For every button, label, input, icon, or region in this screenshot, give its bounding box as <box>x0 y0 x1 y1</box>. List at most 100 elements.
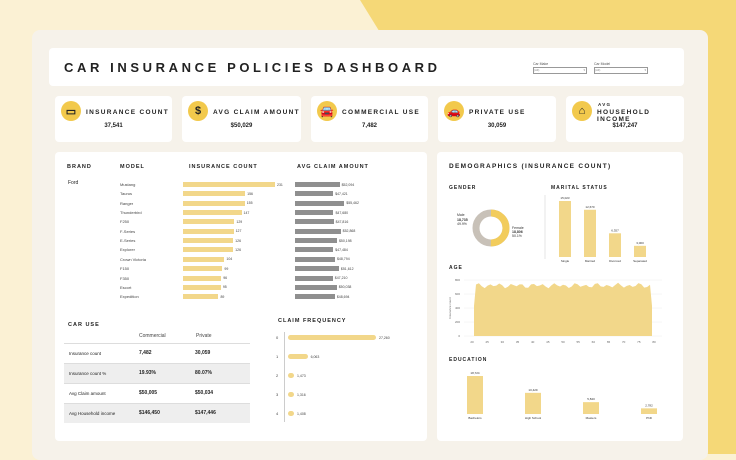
car-make-filter[interactable]: Car Make (All) ▾ <box>533 62 587 74</box>
male-label: Male <box>457 213 465 217</box>
dollar-icon: $ <box>188 101 208 121</box>
claim-axis-line <box>284 332 285 422</box>
education-category-label: Masters <box>586 416 597 420</box>
claim-frequency-value: 27,260 <box>379 335 390 340</box>
avg-claim-bar[interactable] <box>295 219 334 225</box>
model-name: Ranger <box>120 200 134 206</box>
marital-value-label: 15,023 <box>560 196 570 200</box>
kpi-label: INSURANCE COUNT <box>86 109 170 116</box>
male-pct: 49.9% <box>457 222 467 226</box>
col-commercial: Commercial <box>139 333 166 339</box>
insurance-count-bar[interactable] <box>183 266 223 272</box>
car-use-row-label: Insurance count % <box>69 371 107 376</box>
demographics-title: DEMOGRAPHICS (INSURANCE COUNT) <box>449 163 612 170</box>
marital-category-label: Divorced <box>609 259 621 263</box>
claim-frequency-bar[interactable] <box>288 392 294 397</box>
male-value: 18,735 <box>457 218 468 222</box>
avg-claim-label: $48,794 <box>336 257 350 262</box>
insurance-count-header: INSURANCE COUNT <box>189 164 258 170</box>
model-header: MODEL <box>120 164 145 170</box>
kpi-value: $147,247 <box>612 123 638 129</box>
car-use-commercial: 7,482 <box>139 350 152 356</box>
insurance-count-bar[interactable] <box>183 182 275 187</box>
kpi-label: COMMERCIAL USE <box>342 109 421 116</box>
model-name: Expedition <box>120 294 139 300</box>
age-ytick: 0 <box>458 334 460 338</box>
car-icon: 🚗 <box>444 101 464 121</box>
chevron-down-icon: ▾ <box>583 68 585 72</box>
age-xtick: 35 <box>516 340 520 344</box>
avg-claim-bar[interactable] <box>295 275 333 281</box>
insurance-count-bar[interactable] <box>183 247 234 253</box>
claim-frequency-label: 1 <box>276 354 279 359</box>
car-make-filter-label: Car Make <box>533 62 549 66</box>
avg-claim-bar[interactable] <box>295 228 341 234</box>
insurance-count-label: 99 <box>224 266 229 271</box>
chevron-down-icon: ▾ <box>644 68 646 72</box>
avg-claim-label: $50,038 <box>338 285 352 290</box>
car-use-private: 30,059 <box>195 350 211 356</box>
car-model-filter[interactable]: Car Model (All) ▾ <box>594 62 648 74</box>
avg-claim-bar[interactable] <box>295 238 337 244</box>
claim-frequency-bar[interactable] <box>288 354 308 359</box>
avg-claim-bar[interactable] <box>295 294 335 300</box>
insurance-count-label: 156 <box>247 191 253 196</box>
claim-frequency-title: CLAIM FREQUENCY <box>278 318 347 324</box>
car-use-commercial: $146,450 <box>139 410 160 416</box>
insurance-count-label: 104 <box>226 257 233 262</box>
age-ylabel: Insurance count <box>448 297 452 319</box>
education-bar <box>525 392 541 414</box>
age-xtick: 20 <box>470 340 474 344</box>
marital-bar <box>634 245 646 257</box>
kpi-icon-glyph: ⌂ <box>578 105 586 117</box>
insurance-count-bar[interactable] <box>183 294 219 300</box>
col-private: Private <box>196 333 212 339</box>
female-value: 18,806 <box>512 230 523 234</box>
age-xtick: 50 <box>561 340 565 344</box>
claim-frequency-bar[interactable] <box>288 335 376 340</box>
kpi-card: $ AVG CLAIM AMOUNT $50,029 <box>182 96 301 142</box>
avg-claim-label: $51,612 <box>340 266 354 271</box>
marital-bar <box>584 209 596 257</box>
avg-claim-bar[interactable] <box>295 284 337 290</box>
avg-claim-bar[interactable] <box>295 247 334 253</box>
insurance-count-bar[interactable] <box>183 284 221 290</box>
female-label: Female <box>512 226 524 230</box>
claim-frequency-bar[interactable] <box>288 411 294 416</box>
insurance-count-bar[interactable] <box>183 200 245 206</box>
kpi-icon-glyph: ▭ <box>65 105 77 118</box>
age-xtick: 45 <box>546 340 550 344</box>
id-card-icon: ▭ <box>61 101 81 121</box>
insurance-count-bar[interactable] <box>183 191 246 197</box>
kpi-value: $50,029 <box>230 123 253 129</box>
education-category-label: Bachelors <box>468 416 482 420</box>
car-use-row: Avg Claim amount $50,005 $50,034 <box>64 383 250 403</box>
education-category-label: PhD <box>646 416 653 420</box>
kpi-value: 7,482 <box>361 123 377 129</box>
insurance-count-bar[interactable] <box>183 219 235 225</box>
claim-frequency-bar[interactable] <box>288 373 294 378</box>
insurance-count-bar[interactable] <box>183 238 234 244</box>
kpi-label: HOUSEHOLD INCOME <box>597 109 651 123</box>
claim-frequency-label: 2 <box>276 373 279 378</box>
insurance-count-bar[interactable] <box>183 275 222 281</box>
brand-ford: Ford <box>68 180 79 186</box>
model-name: Escort <box>120 284 132 290</box>
avg-claim-bar[interactable] <box>295 191 334 197</box>
avg-claim-bar[interactable] <box>295 256 335 262</box>
insurance-count-label: 231 <box>277 182 283 187</box>
marital-category-label: Married <box>585 259 596 263</box>
avg-claim-bar[interactable] <box>295 210 334 216</box>
insurance-count-bar[interactable] <box>183 228 234 234</box>
avg-claim-bar[interactable] <box>295 182 340 187</box>
age-ytick: 400 <box>455 306 460 310</box>
model-name: F350 <box>120 275 130 281</box>
education-category-label: High School <box>525 416 542 420</box>
insurance-count-bar[interactable] <box>183 256 225 262</box>
kpi-label: PRIVATE USE <box>469 109 526 116</box>
kpi-card: 🚗 PRIVATE USE 30,059 <box>438 96 556 142</box>
avg-claim-bar[interactable] <box>295 266 339 272</box>
avg-claim-bar[interactable] <box>295 200 345 206</box>
car-use-commercial: $50,005 <box>139 390 158 396</box>
insurance-count-bar[interactable] <box>183 210 242 216</box>
